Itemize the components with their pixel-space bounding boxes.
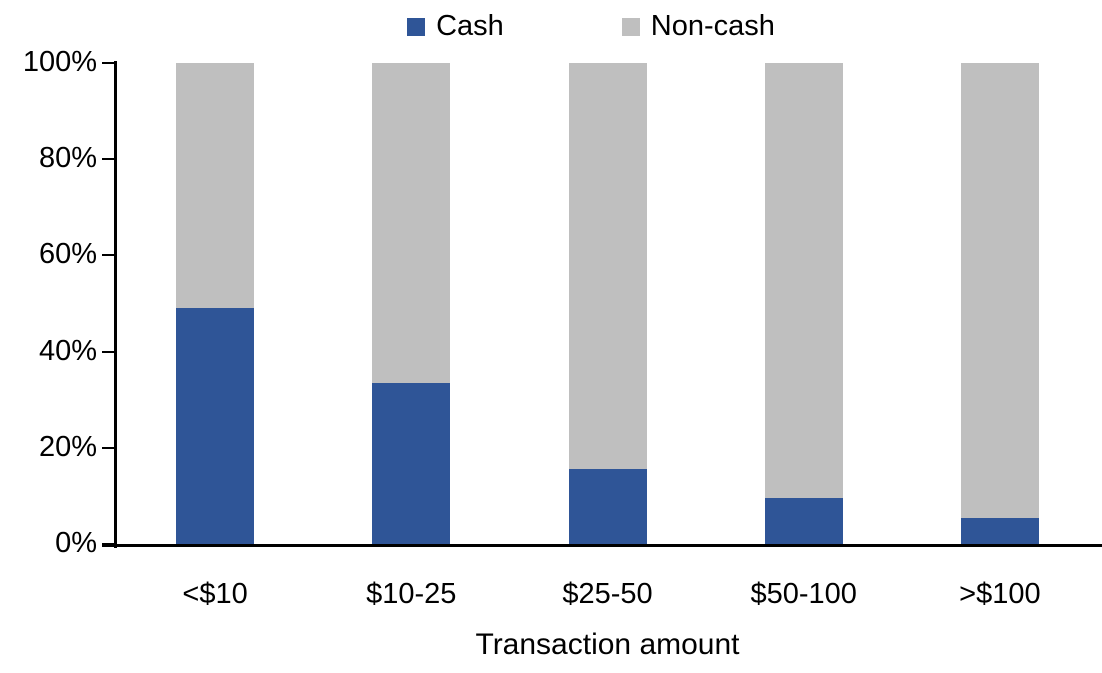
bar-segment-non-cash <box>176 63 255 309</box>
legend-item-non-cash: Non-cash <box>621 10 775 43</box>
bar-segment-cash <box>372 382 451 544</box>
x-tick-label: $10-25 <box>366 578 457 610</box>
legend-label: Cash <box>436 10 504 42</box>
y-tick-label: 80% <box>38 142 97 175</box>
y-tick-label: 60% <box>38 238 97 271</box>
x-tick-label: $25-50 <box>562 578 653 610</box>
x-tick-label: <$10 <box>182 578 248 610</box>
y-tick-mark <box>102 158 115 161</box>
bar-segment-non-cash <box>764 63 843 499</box>
x-axis-title: Transaction amount <box>475 628 740 661</box>
y-tick-mark <box>102 254 115 257</box>
bar-segment-cash <box>568 469 647 544</box>
y-tick-label: 20% <box>38 430 97 463</box>
legend-swatch-icon <box>407 17 426 36</box>
y-tick-mark <box>102 446 115 449</box>
y-tick-mark <box>102 62 115 64</box>
bar-segment-cash <box>764 498 843 544</box>
legend-item-cash: Cash <box>407 10 504 43</box>
x-tick-label: $50-100 <box>750 578 857 610</box>
bar-segment-non-cash <box>568 63 647 470</box>
chart-legend: Cash Non-cash <box>0 10 1102 43</box>
x-tick-label: >$100 <box>959 578 1041 610</box>
bar-segment-non-cash <box>372 63 451 383</box>
y-tick-label: 100% <box>22 45 97 78</box>
y-axis-line <box>114 61 117 548</box>
legend-label: Non-cash <box>650 10 775 42</box>
y-tick-label: 40% <box>38 334 97 367</box>
y-tick-label: 0% <box>55 526 97 559</box>
y-tick-mark <box>102 350 115 353</box>
bar-segment-cash <box>176 308 255 544</box>
x-axis-line <box>102 544 1102 547</box>
bar-segment-non-cash <box>960 63 1039 518</box>
legend-swatch-icon <box>621 17 640 36</box>
bar-segment-cash <box>960 517 1039 544</box>
